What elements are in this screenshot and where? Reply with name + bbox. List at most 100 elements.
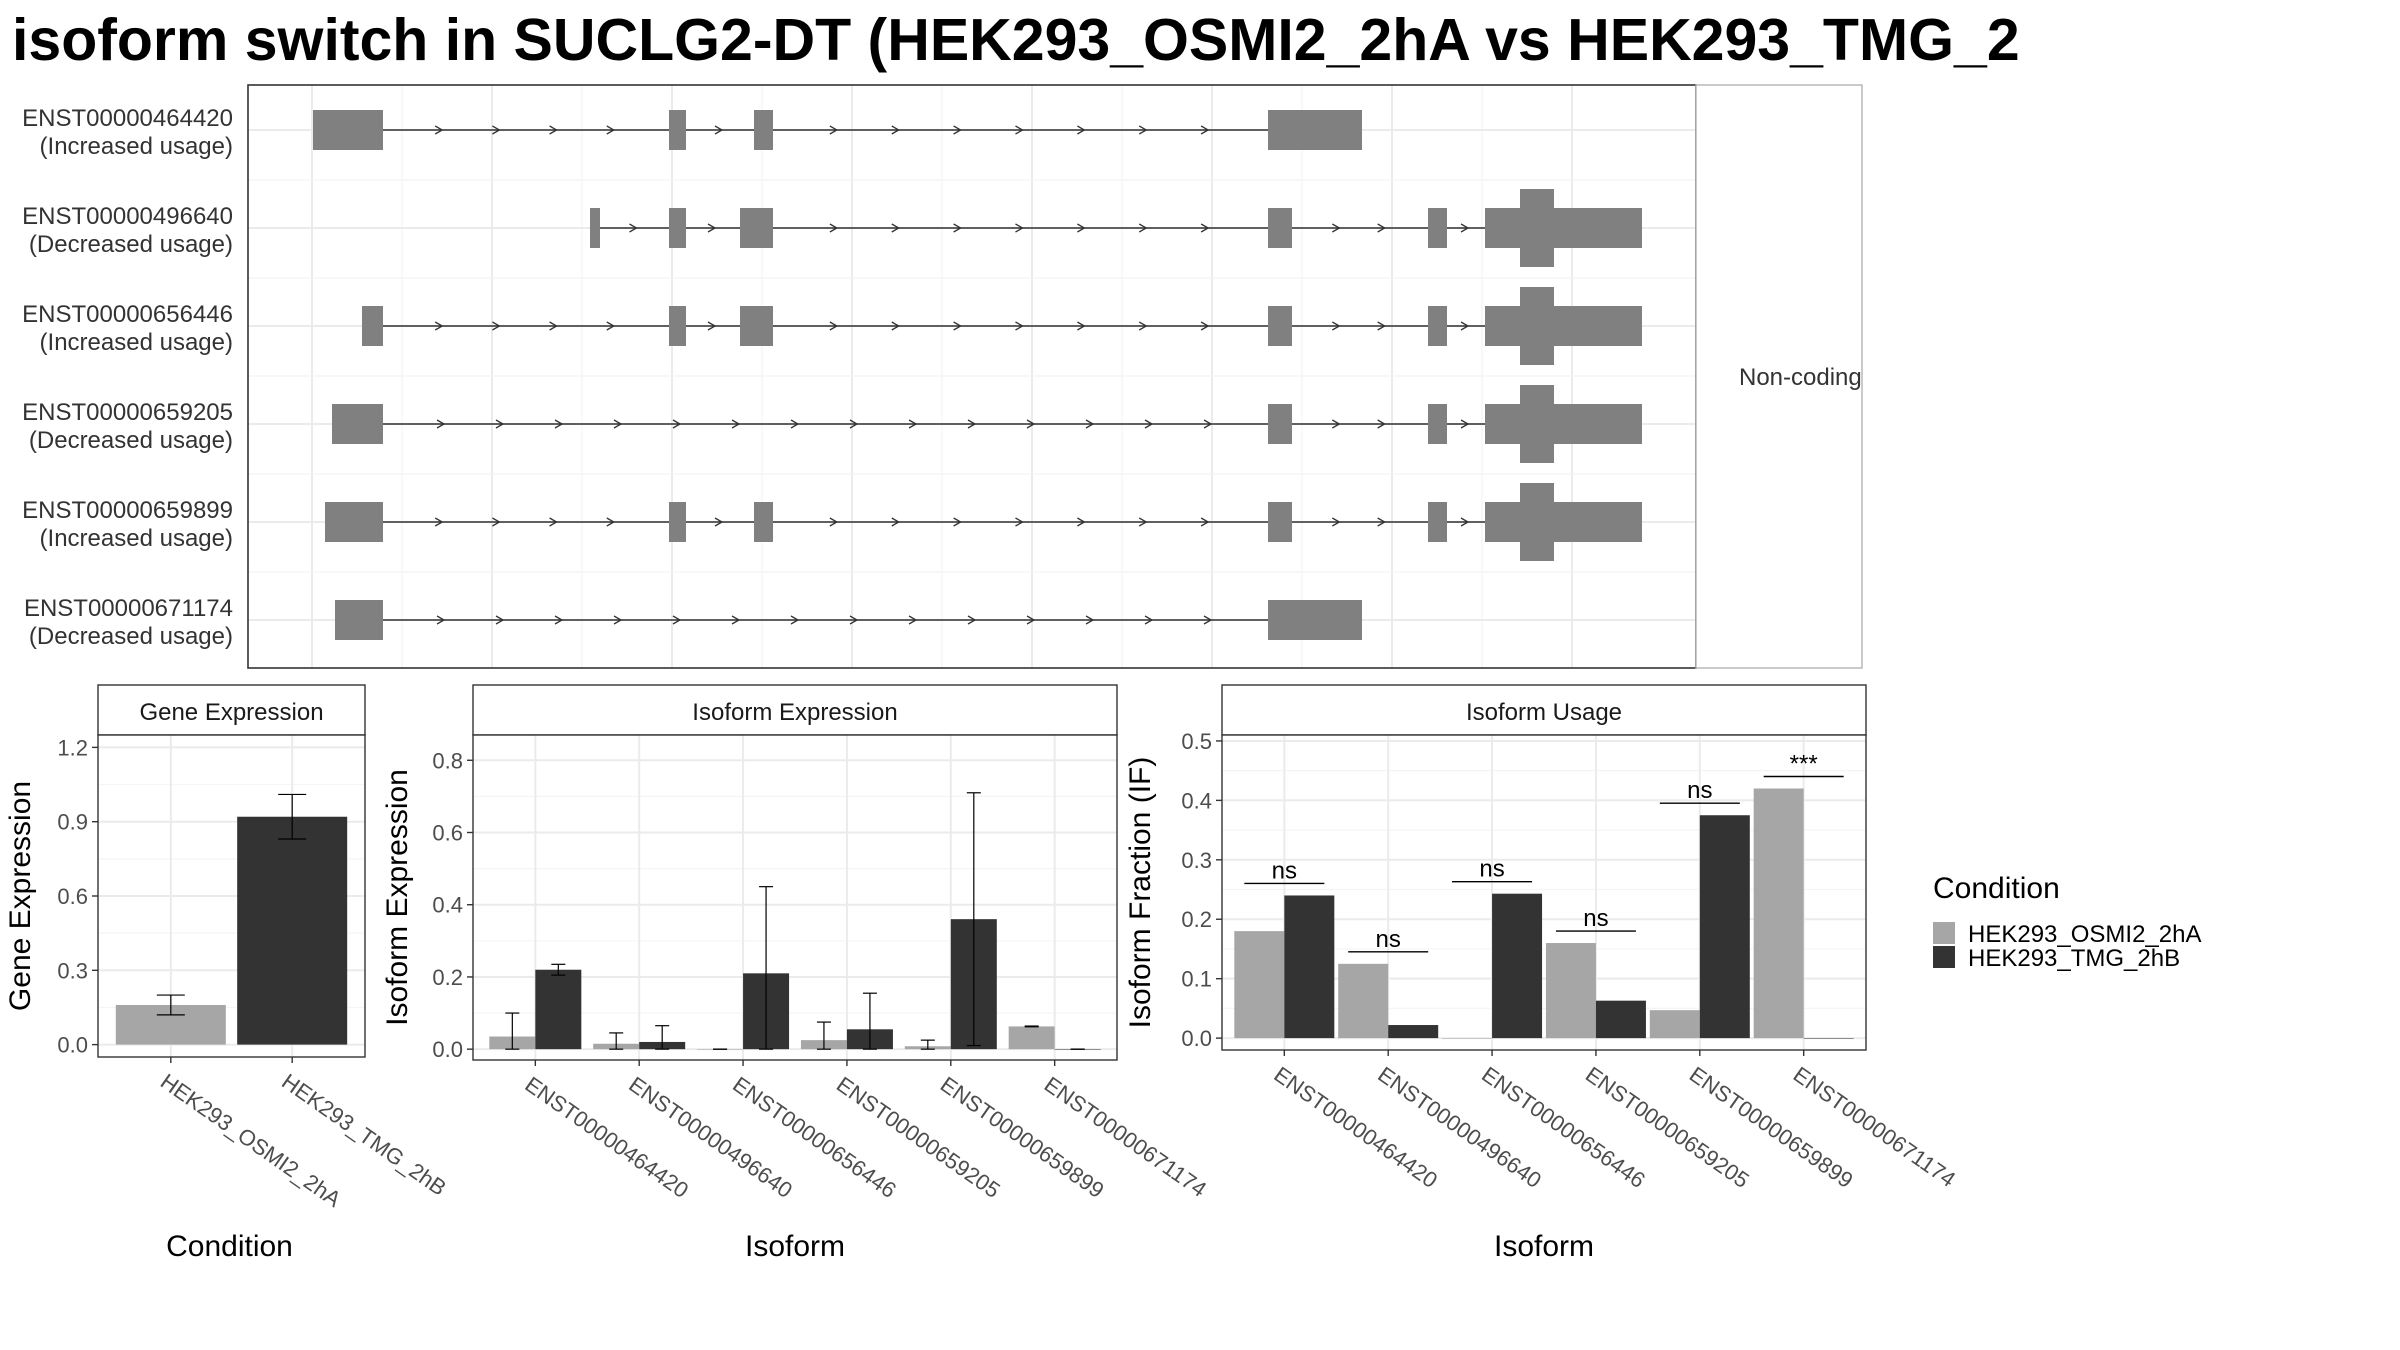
intron-arrow: [1332, 223, 1341, 233]
error-bar: [920, 1039, 935, 1050]
intron-arrow: [1085, 615, 1095, 625]
exon-block: [1428, 208, 1447, 248]
transcript-model: ENST00000659899(Increased usage): [22, 483, 1642, 561]
error-bar: [862, 992, 877, 1050]
exon-block: [362, 306, 383, 346]
legend-label-tmg: HEK293_TMG_2hB: [1968, 945, 2180, 972]
intron-arrow: [829, 125, 839, 135]
intron-arrow: [967, 615, 977, 625]
intron-arrow: [1138, 223, 1148, 233]
intron-arrow: [1460, 223, 1470, 233]
exon-block: [1428, 306, 1447, 346]
exon-block: [754, 502, 773, 542]
intron-arrow: [1332, 517, 1341, 527]
intron-arrow: [1460, 321, 1470, 331]
exon-block: [1268, 110, 1362, 150]
plot-border: [97, 734, 366, 1058]
intron-arrow: [829, 321, 839, 331]
intron-arrow: [731, 419, 741, 429]
intron-arrow: [613, 615, 623, 625]
transcript-usage-label: (Increased usage): [40, 525, 233, 552]
legend-label-osmi2: HEK293_OSMI2_2hA: [1968, 921, 2201, 948]
transcript-model: ENST00000496640(Decreased usage): [22, 189, 1642, 267]
exon-block: [1485, 306, 1642, 346]
bar: [1545, 943, 1596, 1039]
transcript-panel: ENST00000464420(Increased usage)ENST0000…: [22, 84, 1863, 669]
transcript-id-label: ENST00000656446: [22, 301, 233, 328]
intron-arrow: [606, 517, 616, 527]
intron-arrow: [549, 517, 558, 527]
exon-block: [669, 502, 686, 542]
exon-block: [590, 208, 600, 248]
isoform-usage-chart: Isoform Usage 0.0 0.1 0.2 0.3 0.4 0.5 ns ns ns ns n…: [1124, 684, 1960, 1263]
exon-block: [1428, 502, 1447, 542]
intron-arrow: [549, 321, 558, 331]
transcript-id-label: ENST00000659205: [22, 399, 233, 426]
panel-strip: [1221, 684, 1867, 736]
exon-block: [1428, 404, 1447, 444]
intron-arrow: [492, 321, 501, 331]
exon-block: [1485, 502, 1642, 542]
exon-block: [754, 110, 773, 150]
transcript-usage-label: (Decreased usage): [29, 623, 233, 650]
intron-arrow: [549, 125, 558, 135]
exon-block: [740, 306, 773, 346]
legend: Condition HEK293_OSMI2_2hA HEK293_TMG_2h…: [1933, 872, 2201, 972]
intron-arrow: [967, 419, 977, 429]
y-axis-title: Isoform Expression: [381, 769, 414, 1026]
bar: [1008, 1026, 1055, 1050]
intron-arrow: [1015, 517, 1024, 527]
intron-arrow: [908, 615, 918, 625]
transcript-models: ENST00000464420(Increased usage)ENST0000…: [22, 105, 1642, 650]
intron-arrow: [790, 615, 800, 625]
panel-title: Gene Expression: [139, 699, 323, 726]
intron-arrow: [829, 223, 839, 233]
y-tick-label: 0.9: [57, 810, 88, 835]
intron-arrow: [434, 321, 444, 331]
intron-arrow: [1015, 321, 1024, 331]
bar: [1442, 1038, 1493, 1039]
y-tick-label: 0.6: [57, 884, 88, 909]
intron-arrow: [1138, 321, 1148, 331]
intron-arrow: [1077, 125, 1086, 135]
intron-arrow: [606, 321, 616, 331]
exon-block: [1268, 600, 1362, 640]
plot-border: [1221, 734, 1867, 1051]
error-bar: [505, 1012, 520, 1050]
y-tick-label: 0.2: [432, 965, 463, 990]
error-bar: [551, 963, 566, 976]
bar: [1492, 893, 1543, 1039]
y-tick-label: 0.2: [1181, 907, 1212, 932]
bar: [1649, 1010, 1700, 1039]
intron-arrow: [1015, 125, 1024, 135]
panel-title: Isoform Usage: [1466, 699, 1622, 726]
intron-arrow: [731, 615, 741, 625]
intron-arrow: [1144, 419, 1154, 429]
legend-key-osmi2: [1933, 922, 1955, 944]
intron-arrow: [1377, 419, 1386, 429]
bar: [1753, 788, 1804, 1039]
intron-arrow: [1200, 321, 1210, 331]
intron-arrow: [953, 321, 962, 331]
intron-arrow: [492, 517, 501, 527]
y-tick-label: 0.0: [432, 1037, 463, 1062]
x-axis-title: Condition: [166, 1230, 293, 1263]
panel-strip: [97, 684, 366, 736]
intron-arrow: [1138, 125, 1148, 135]
panel-title: Isoform Expression: [692, 699, 897, 726]
intron-arrow: [891, 223, 901, 233]
exon-block: [1520, 189, 1554, 267]
bar: [1338, 963, 1389, 1039]
exon-block: [335, 600, 383, 640]
intron-arrow: [1377, 223, 1386, 233]
exon-block: [1485, 208, 1642, 248]
y-tick-label: 0.4: [1181, 788, 1212, 813]
intron-arrow: [1077, 321, 1086, 331]
transcript-usage-label: (Increased usage): [40, 329, 233, 356]
bar: [1234, 931, 1285, 1039]
legend-key-tmg: [1933, 946, 1955, 968]
error-bar: [278, 793, 307, 840]
intron-arrow: [908, 419, 918, 429]
intron-arrow: [953, 517, 962, 527]
